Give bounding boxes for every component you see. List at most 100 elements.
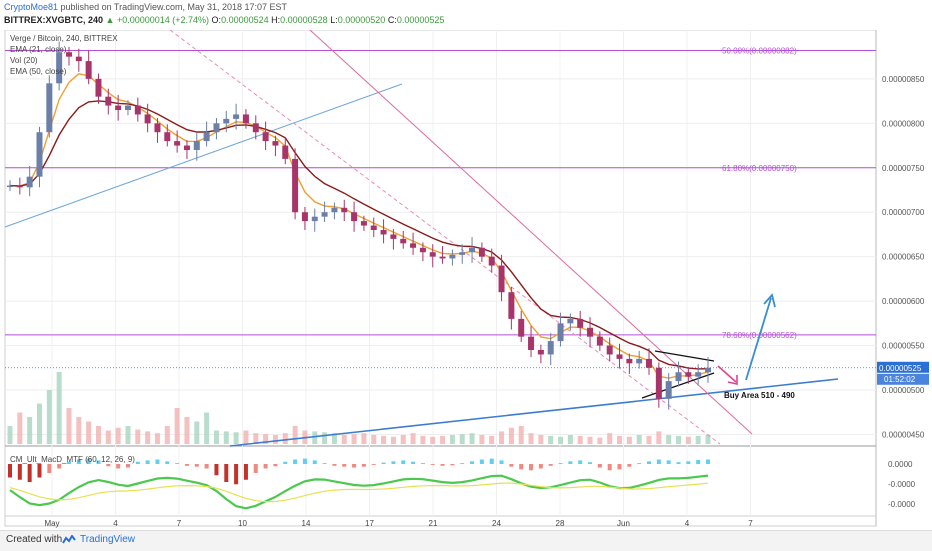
macd-pane: 0.0000 -0.0000 -0.0000 — [8, 458, 916, 510]
time-tick-label: 10 — [238, 519, 247, 528]
uptrend-line-upper — [4, 83, 403, 228]
current-price-box — [877, 361, 929, 373]
volume-bar — [105, 430, 111, 444]
volume-bar — [518, 426, 524, 444]
candle-body — [85, 61, 92, 79]
candle-body — [26, 176, 33, 188]
volume-bar — [449, 435, 455, 444]
change-value: ▲ +0.00000014 (+2.74%) — [105, 15, 210, 25]
volume-bars — [7, 372, 711, 444]
candle-body — [233, 114, 240, 119]
volume-bar — [695, 435, 701, 444]
volume-bar — [390, 436, 396, 444]
macd-hist-bar — [214, 464, 219, 476]
macd-hist-bar — [194, 464, 199, 467]
volume-bar — [558, 436, 564, 444]
current-price-label: 0.00000525 — [879, 364, 922, 373]
candle-body — [380, 230, 387, 235]
countdown-box — [877, 373, 929, 385]
volume-bar — [253, 433, 259, 444]
volume-bar — [56, 372, 62, 444]
candle-body — [75, 56, 82, 62]
candle-body — [655, 367, 662, 399]
price-tick-label: 0.00000800 — [882, 119, 925, 128]
volume-bar — [115, 427, 121, 444]
candle-body — [272, 141, 279, 146]
legend-ema21: EMA (21, close) — [10, 45, 67, 54]
volume-bar — [685, 436, 691, 444]
candle-body — [547, 341, 554, 355]
price-tick-label: 0.00000850 — [882, 75, 925, 84]
volume-bar — [617, 435, 623, 444]
volume-bar — [125, 426, 131, 444]
price-tick-label: 0.00000650 — [882, 253, 925, 262]
macd-hist-bar — [116, 464, 121, 469]
volume-bar — [607, 433, 613, 444]
candle-body — [213, 123, 220, 133]
volume-bar — [597, 437, 603, 444]
volume-bar — [341, 435, 347, 444]
macd-hist-bar — [135, 461, 140, 464]
macd-hist-bar — [86, 458, 91, 464]
candle-body — [193, 141, 200, 150]
fib-label: 50.00%(0.00000882) — [722, 46, 797, 55]
price-tick-label: 0.00000500 — [882, 386, 925, 395]
tradingview-link[interactable]: TradingView — [80, 534, 136, 545]
macd-hist-bar — [696, 459, 701, 464]
time-tick-label: 24 — [492, 519, 501, 528]
price-axis: 0.00000850 0.00000800 0.00000750 0.00000700… — [882, 75, 925, 440]
macd-hist-bar — [342, 464, 347, 467]
volume-bar — [381, 435, 387, 444]
candle-body — [390, 234, 397, 239]
volume-bar — [233, 432, 239, 444]
candle-body — [518, 318, 525, 337]
candle-body — [341, 207, 348, 213]
candle-body — [626, 358, 633, 364]
candle-body — [400, 238, 407, 244]
candle-body — [498, 265, 505, 293]
close-value: 0.00000525 — [396, 15, 445, 25]
price-tick-label: 0.00000600 — [882, 297, 925, 306]
macd-hist-bar — [165, 461, 170, 464]
macd-hist-bar — [332, 464, 337, 466]
price-tick-label: 0.00000550 — [882, 342, 925, 351]
candle-body — [134, 105, 141, 115]
candle-body — [115, 105, 122, 110]
volume-bar — [636, 435, 642, 444]
candle-body — [65, 52, 72, 57]
time-tick-label: 4 — [685, 519, 690, 528]
time-tick-label: 7 — [748, 519, 753, 528]
macd-tick-label: 0.0000 — [888, 460, 913, 469]
downtrend-line-dashed — [169, 30, 721, 445]
macd-hist-bar — [8, 464, 12, 478]
volume-bar — [528, 433, 534, 444]
price-chart[interactable]: 50.00%(0.00000882)61.80%(0.00000750)78.6… — [0, 30, 932, 530]
macd-hist-bar — [234, 464, 239, 485]
author-link[interactable]: CryptoMoe81 — [4, 2, 59, 12]
macd-hist-bar — [656, 459, 661, 464]
ema50-line — [9, 100, 709, 370]
macd-hist-bar — [322, 463, 327, 464]
volume-bar — [164, 426, 170, 444]
macd-hist-bar — [401, 460, 406, 464]
macd-hist-bar — [450, 464, 455, 466]
volume-bar — [243, 430, 249, 444]
volume-bar — [204, 412, 210, 444]
candle-body — [705, 367, 711, 373]
macd-hist-bar — [125, 464, 130, 468]
macd-hist-bar — [253, 464, 258, 473]
candle-body — [665, 381, 672, 399]
legend: Verge / Bitcoin, 240, BITTREX EMA (21, c… — [10, 34, 135, 464]
macd-hist-bar — [706, 459, 710, 464]
signal-line — [9, 482, 709, 503]
volume-bar — [705, 435, 711, 444]
macd-hist-bar — [568, 461, 573, 464]
volume-bar — [95, 426, 101, 444]
volume-bar — [66, 408, 72, 444]
macd-hist-bar — [184, 464, 189, 466]
candle-body — [174, 141, 181, 146]
candle-body — [331, 207, 338, 213]
volume-bar — [469, 433, 475, 444]
volume-bar — [676, 435, 682, 444]
volume-bar — [86, 421, 92, 444]
